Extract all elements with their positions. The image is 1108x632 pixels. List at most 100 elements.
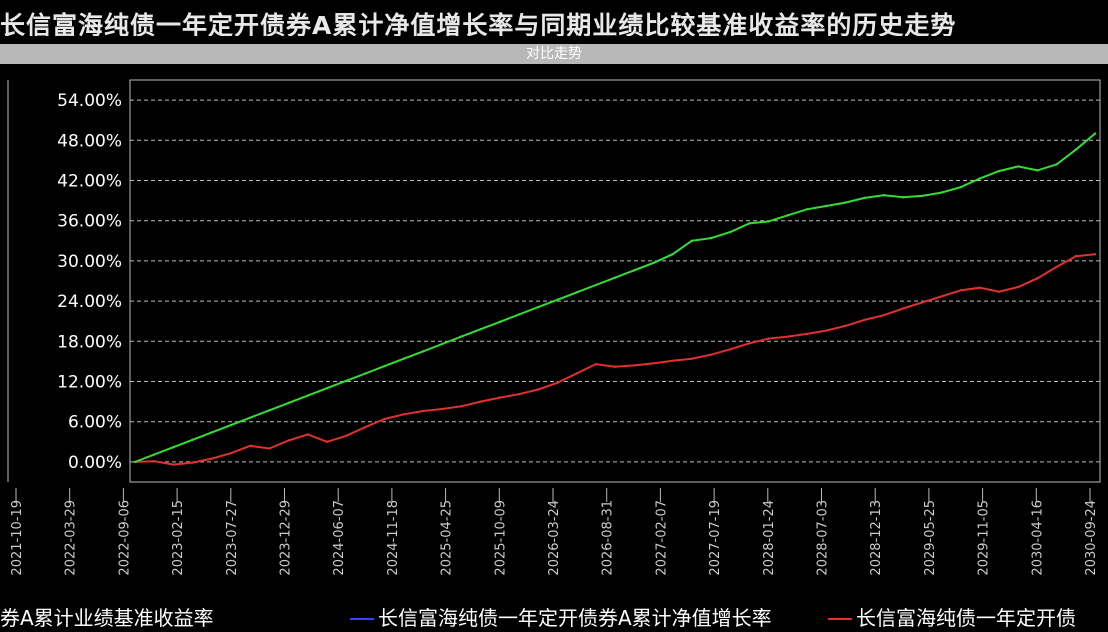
- series-2-point: [863, 196, 866, 200]
- y-tick-label: 30.00%: [57, 252, 122, 272]
- series-2-point: [383, 364, 386, 368]
- series-2-point: [940, 191, 943, 194]
- series-1-point: [268, 447, 271, 450]
- x-tick-label: 2022-09-06: [117, 500, 132, 576]
- legend-benchmark-label: 券A累计业绩基准收益率: [0, 606, 214, 630]
- legend-fund-swatch: [350, 618, 374, 620]
- series-1-point: [1017, 285, 1020, 289]
- series-2-point: [997, 169, 1001, 173]
- legend-fund-label-2: 长信富海纯债一年定开债: [856, 606, 1076, 630]
- series-2-point: [537, 305, 540, 309]
- series-1-point: [287, 439, 290, 442]
- y-tick-label: 18.00%: [57, 332, 122, 352]
- series-2-point: [1055, 163, 1058, 166]
- series-2-point: [825, 204, 828, 208]
- y-tick-label: 42.00%: [57, 172, 122, 192]
- x-tick-label: 2028-07-03: [816, 500, 831, 576]
- series-1-point: [594, 362, 597, 366]
- series-1-point: [479, 400, 482, 403]
- series-2-point: [921, 194, 924, 198]
- series-1-point: [210, 457, 213, 460]
- series-1-point: [633, 364, 636, 367]
- series-2-point: [959, 186, 962, 189]
- legend: 券A累计业绩基准收益率 长信富海纯债一年定开债券A累计净值增长率 长信富海纯债一…: [0, 604, 1108, 632]
- series-2-point: [191, 438, 194, 441]
- series-2-point: [421, 350, 425, 353]
- series-1-point: [767, 337, 770, 340]
- series-2-point: [805, 208, 809, 211]
- series-2-point: [441, 342, 444, 346]
- series-1-point: [556, 381, 559, 385]
- series-1-point: [153, 460, 156, 463]
- series-1-point: [863, 318, 866, 322]
- series-2-point: [767, 220, 770, 223]
- line-chart: 0.00% 6.00% 12.00% 18.00% 24.00% 30.00% 36.00%…: [7, 79, 1101, 576]
- series-1-point: [383, 417, 386, 421]
- series-1-point: [1093, 253, 1097, 256]
- series-2-point: [613, 276, 617, 279]
- y-tick-label: 36.00%: [57, 212, 122, 232]
- series-1-point: [441, 407, 444, 411]
- subtitle-bar: 对比走势: [0, 44, 1108, 64]
- series-1-point: [882, 313, 885, 317]
- series-1-point: [421, 409, 425, 413]
- series-2-point: [652, 261, 655, 265]
- series-1-point: [1055, 265, 1058, 269]
- x-tick-label: 2026-08-31: [601, 500, 616, 576]
- series-2-point: [729, 230, 732, 234]
- x-tick-label: 2023-12-29: [279, 500, 294, 576]
- x-tick-label: 2028-01-24: [762, 500, 777, 576]
- series-1-point: [325, 440, 329, 443]
- series-2-point: [786, 214, 789, 217]
- chart-subtitle: 对比走势: [526, 46, 582, 62]
- series-1-point: [364, 425, 367, 429]
- series-1-point: [978, 286, 981, 289]
- x-tick-label: 2026-03-24: [547, 500, 562, 576]
- x-tick-label: 2029-05-25: [923, 500, 938, 576]
- x-tick-label: 2027-07-19: [708, 500, 723, 576]
- series-2-point: [594, 283, 597, 287]
- x-tick-label: 2025-10-09: [493, 500, 508, 576]
- series-1-point: [901, 307, 905, 310]
- series-2-point: [671, 253, 674, 256]
- y-tick-label: 48.00%: [57, 131, 122, 151]
- y-tick-label: 6.00%: [68, 413, 122, 433]
- series-1-point: [191, 461, 194, 464]
- series-2-point: [402, 357, 405, 360]
- series-2-point: [210, 431, 213, 434]
- series-2-point: [575, 291, 578, 294]
- series-line-2: [134, 132, 1096, 463]
- series-2-point: [460, 335, 463, 338]
- series-1-point: [172, 463, 175, 466]
- series-1-point: [825, 329, 828, 332]
- series-1-point: [940, 295, 943, 298]
- series-1-point: [748, 342, 751, 345]
- series-1-point: [460, 405, 463, 408]
- series-line-1: [134, 253, 1096, 466]
- series-2-point: [498, 320, 501, 324]
- x-tick-label: 2021-10-19: [10, 500, 25, 576]
- series-1-point: [1074, 255, 1078, 258]
- series-2-point: [306, 394, 309, 397]
- series-2-point: [1036, 169, 1039, 172]
- series-1-point: [537, 388, 540, 391]
- x-tick-label: 2028-12-13: [869, 500, 884, 576]
- x-tick-label: 2023-07-27: [225, 500, 240, 576]
- series-2-point: [1074, 148, 1078, 151]
- series-1-point: [671, 359, 674, 362]
- y-tick-label: 12.00%: [57, 373, 122, 393]
- y-tick-label: 0.00%: [68, 453, 122, 473]
- series-2-point: [1093, 132, 1097, 135]
- series-1-point: [844, 324, 847, 328]
- x-tick-label: 2029-11-05: [977, 500, 992, 576]
- x-tick-label: 2023-02-15: [171, 500, 186, 576]
- y-tick-label: 24.00%: [57, 292, 122, 312]
- series-2-point: [1017, 165, 1020, 168]
- series-2-point: [479, 328, 482, 331]
- series-1-point: [575, 372, 578, 375]
- legend-fund-label: 长信富海纯债一年定开债券A累计净值增长率: [378, 606, 772, 630]
- x-tick-label: 2030-04-16: [1030, 500, 1045, 576]
- series-1-point: [517, 393, 521, 396]
- series-1-point: [498, 396, 501, 399]
- series-2-point: [690, 239, 693, 242]
